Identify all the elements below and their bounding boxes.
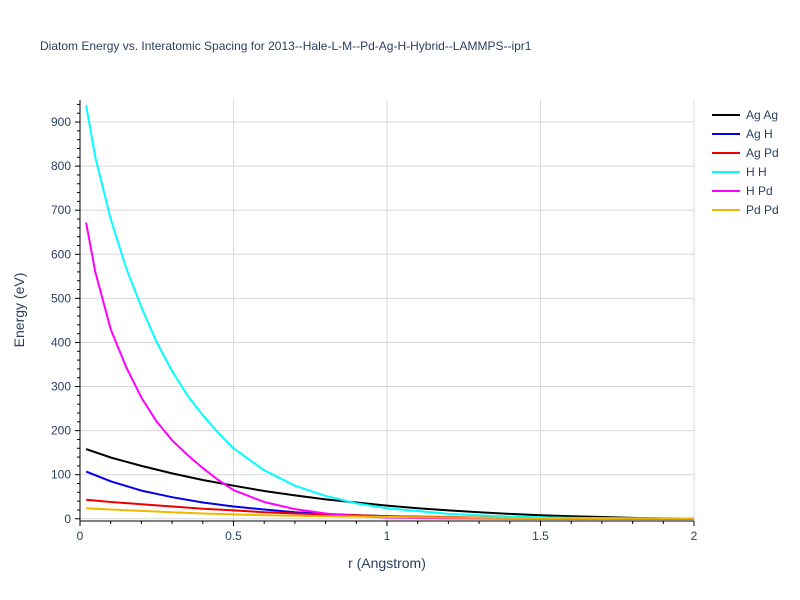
legend-label-pd-pd: Pd Pd xyxy=(746,203,779,217)
legend-label-ag-pd: Ag Pd xyxy=(746,146,779,160)
y-tick-label: 100 xyxy=(51,468,71,482)
legend-label-ag-h: Ag H xyxy=(746,127,773,141)
y-axis-label: Energy (eV) xyxy=(11,273,27,348)
y-tick-label: 700 xyxy=(51,203,71,217)
y-tick-label: 500 xyxy=(51,291,71,305)
y-tick-label: 300 xyxy=(51,380,71,394)
legend-label-ag-ag: Ag Ag xyxy=(746,108,778,122)
plot-lines xyxy=(85,105,695,520)
x-tick-label: 1.5 xyxy=(532,529,549,543)
x-tick-label: 1 xyxy=(384,529,391,543)
x-axis-label: r (Angstrom) xyxy=(348,555,426,571)
x-axis-ticks: 0 0.5 1 1.5 2 xyxy=(77,521,698,543)
chart-title: Diatom Energy vs. Interatomic Spacing fo… xyxy=(40,39,532,53)
series-line-h-h xyxy=(85,105,695,520)
legend-label-h-h: H H xyxy=(746,165,767,179)
series-line-ag-ag xyxy=(85,448,695,520)
y-tick-label: 900 xyxy=(51,115,71,129)
legend: Ag Ag Ag H Ag Pd H H H Pd Pd Pd xyxy=(712,108,779,217)
y-tick-label: 400 xyxy=(51,335,71,349)
series-line-pd-pd xyxy=(86,507,695,520)
y-tick-label: 800 xyxy=(51,159,71,173)
x-tick-label: 0 xyxy=(77,529,84,543)
x-tick-label: 0.5 xyxy=(225,529,242,543)
y-axis-ticks: 0 100 200 300 400 500 600 700 800 900 xyxy=(51,103,80,526)
y-tick-label: 0 xyxy=(64,512,71,526)
y-tick-label: 200 xyxy=(51,424,71,438)
legend-label-h-pd: H Pd xyxy=(746,184,773,198)
x-tick-label: 2 xyxy=(691,529,698,543)
y-tick-label: 600 xyxy=(51,247,71,261)
